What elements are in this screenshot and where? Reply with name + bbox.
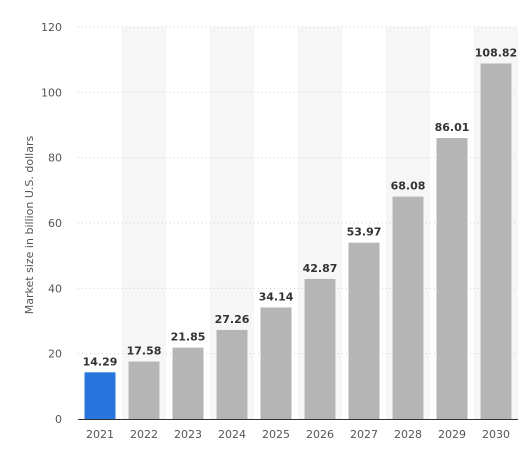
x-tick-label-2023: 2023 bbox=[174, 428, 202, 441]
bar-2029[interactable] bbox=[436, 138, 468, 419]
bar-2024[interactable] bbox=[216, 329, 248, 419]
x-axis-ticks: 2021 2022 2023 2024 2025 2026 2027 2028 2029 2030 bbox=[86, 428, 510, 441]
x-tick-label-2030: 2030 bbox=[482, 428, 510, 441]
y-axis-label: Market size in billion U.S. dollars bbox=[23, 136, 36, 315]
data-label-2025: 34.14 bbox=[259, 290, 294, 303]
bar-2028[interactable] bbox=[392, 196, 424, 419]
bar-2030[interactable] bbox=[480, 63, 512, 419]
bar-2026[interactable] bbox=[304, 278, 336, 419]
y-tick-label: 100 bbox=[41, 86, 62, 99]
y-tick-label: 0 bbox=[55, 413, 62, 426]
y-tick-label: 40 bbox=[48, 282, 62, 295]
y-tick-label: 120 bbox=[41, 21, 62, 34]
gridlines bbox=[78, 26, 518, 355]
data-label-2030: 108.82 bbox=[475, 47, 517, 60]
data-labels: 14.29 17.58 21.85 27.26 34.14 42.87 53.97 68.08… bbox=[83, 47, 518, 369]
data-label-2024: 27.26 bbox=[215, 313, 250, 326]
data-label-2029: 86.01 bbox=[435, 121, 470, 134]
bar-2023[interactable] bbox=[172, 347, 204, 419]
x-tick-label-2026: 2026 bbox=[306, 428, 334, 441]
data-label-2028: 68.08 bbox=[391, 180, 426, 193]
y-tick-label: 60 bbox=[48, 217, 62, 230]
x-tick-label-2024: 2024 bbox=[218, 428, 246, 441]
y-tick-label: 80 bbox=[48, 152, 62, 165]
x-tick-label-2021: 2021 bbox=[86, 428, 114, 441]
y-axis-ticks: 0 20 40 60 80 100 120 bbox=[41, 21, 62, 426]
data-label-2022: 17.58 bbox=[127, 345, 162, 358]
data-label-2021: 14.29 bbox=[83, 355, 118, 368]
x-tick-label-2025: 2025 bbox=[262, 428, 290, 441]
bar-2022[interactable] bbox=[128, 361, 160, 419]
bars bbox=[84, 63, 512, 419]
bar-2025[interactable] bbox=[260, 307, 292, 419]
x-tick-label-2022: 2022 bbox=[130, 428, 158, 441]
y-tick-label: 20 bbox=[48, 348, 62, 361]
bar-2021[interactable] bbox=[84, 372, 116, 419]
bar-2027[interactable] bbox=[348, 242, 380, 419]
data-label-2026: 42.87 bbox=[303, 262, 338, 275]
x-tick-label-2027: 2027 bbox=[350, 428, 378, 441]
column-band bbox=[122, 27, 166, 419]
x-tick-label-2029: 2029 bbox=[438, 428, 466, 441]
data-label-2027: 53.97 bbox=[347, 226, 382, 239]
x-tick-label-2028: 2028 bbox=[394, 428, 422, 441]
data-label-2023: 21.85 bbox=[171, 331, 206, 344]
